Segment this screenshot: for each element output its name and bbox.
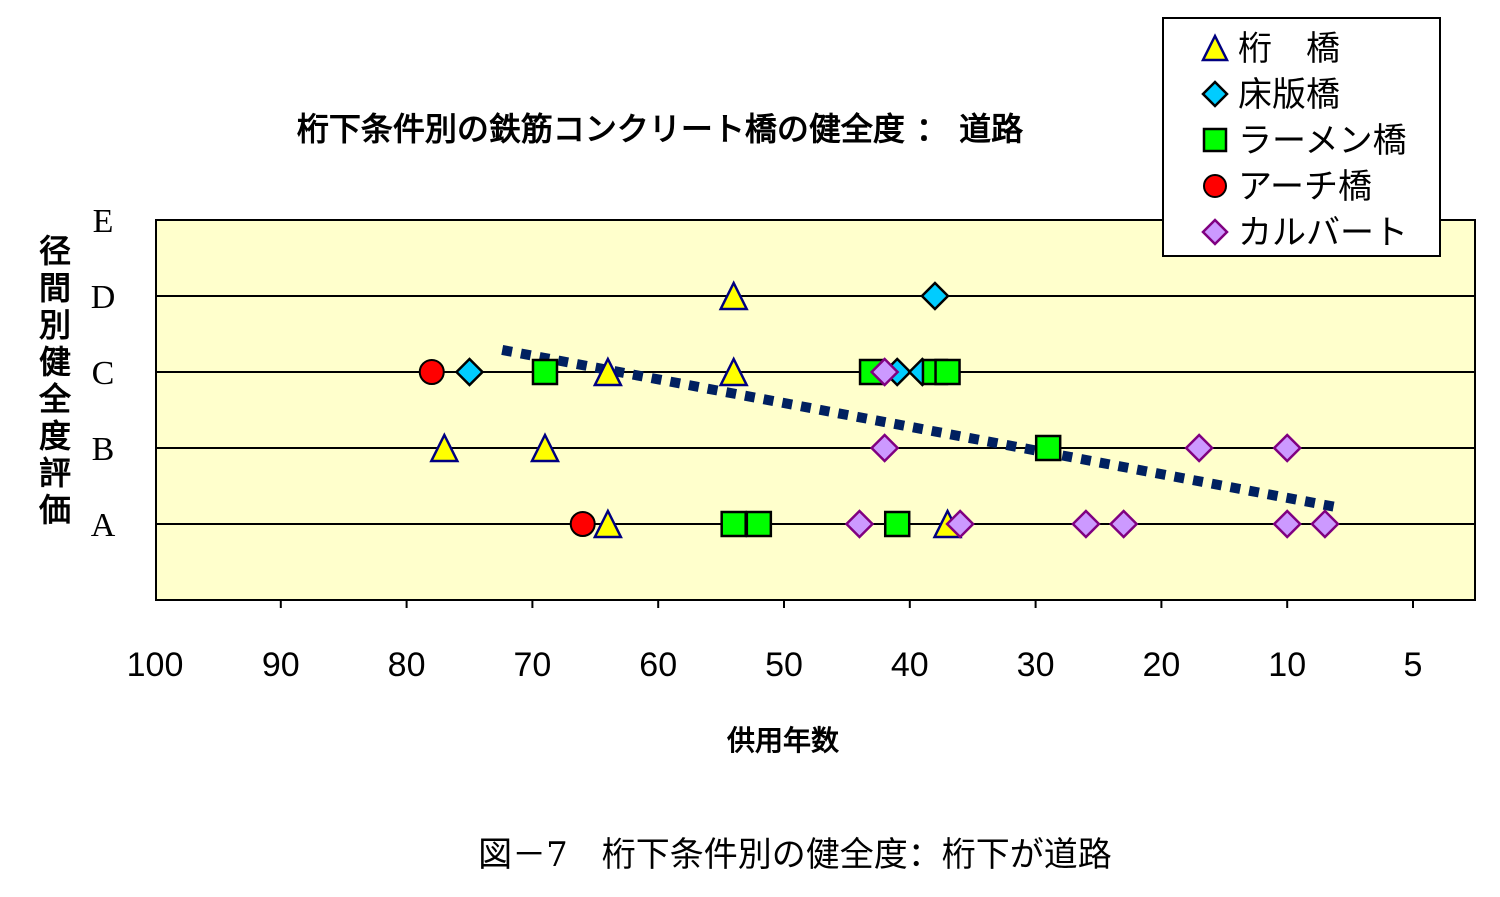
y-tick-label: E xyxy=(93,203,114,240)
x-tick-label: 10 xyxy=(1268,646,1306,684)
data-point-triangle xyxy=(529,432,561,463)
data-point-diamond xyxy=(844,509,875,539)
legend-marker-diamond-icon xyxy=(1201,80,1229,108)
legend-marker-triangle-icon xyxy=(1200,33,1230,62)
y-axis-label-char: 評 xyxy=(39,454,71,492)
data-point-diamond xyxy=(1071,509,1101,539)
chart-title: 桁下条件別の鉄筋コンクリート橋の健全度 ： 道路 xyxy=(297,110,1024,148)
data-point-triangle xyxy=(592,508,623,539)
data-point-diamond xyxy=(1108,509,1139,539)
y-axis-label-char: 全 xyxy=(38,380,72,418)
data-point-diamond xyxy=(869,357,900,387)
data-point-triangle xyxy=(592,356,623,387)
x-tick-label: 90 xyxy=(262,646,300,684)
figure-caption: 図－7 桁下条件別の健全度：桁下が道路 xyxy=(478,835,1112,875)
y-axis-label-char: 価 xyxy=(38,491,71,529)
plot-area xyxy=(155,219,1476,601)
x-tick-label: 70 xyxy=(513,646,551,684)
data-point-diamond xyxy=(1310,509,1340,539)
y-tick-label: D xyxy=(91,279,116,316)
data-point-circle xyxy=(418,359,445,385)
x-tick-label: 20 xyxy=(1142,646,1180,684)
data-point-square xyxy=(531,358,559,386)
x-tick-label: 5 xyxy=(1404,646,1423,684)
data-point-triangle xyxy=(718,356,749,387)
legend-label: 桁 橋 xyxy=(1238,29,1340,69)
data-point-diamond xyxy=(1184,433,1214,463)
legend-label: ラーメン橋 xyxy=(1238,121,1407,161)
data-point-triangle xyxy=(718,280,749,311)
y-axis-label-char: 間 xyxy=(39,269,71,307)
x-tick-label: 40 xyxy=(891,646,929,684)
data-point-square xyxy=(720,510,747,538)
data-point-square xyxy=(1034,434,1062,462)
y-axis-label-char: 度 xyxy=(39,417,71,455)
data-point-diamond xyxy=(869,433,900,463)
legend-marker-square-icon xyxy=(1202,127,1228,153)
x-tick-label: 80 xyxy=(388,646,426,684)
data-point-circle xyxy=(569,511,596,537)
data-point-square xyxy=(745,510,773,538)
x-tick-label: 30 xyxy=(1017,646,1055,684)
legend-marker-diamond-icon xyxy=(1201,218,1229,246)
x-tick-label: 60 xyxy=(639,646,677,684)
data-point-diamond xyxy=(1272,433,1302,463)
legend-marker-circle-icon xyxy=(1203,174,1227,198)
y-tick-label: A xyxy=(91,507,116,544)
legend-label: 床版橋 xyxy=(1238,75,1340,115)
data-point-diamond xyxy=(454,357,485,387)
x-axis-label: 供用年数 xyxy=(726,724,840,757)
legend-label: アーチ橋 xyxy=(1238,167,1372,207)
data-point-diamond xyxy=(920,281,950,311)
y-tick-label: C xyxy=(92,355,115,392)
data-point-diamond xyxy=(945,509,975,539)
x-tick-label: 50 xyxy=(765,646,803,684)
y-axis-label-char: 健 xyxy=(39,343,71,381)
y-tick-label: B xyxy=(92,431,115,468)
y-axis-label-char: 径 xyxy=(39,232,71,270)
data-point-square xyxy=(883,510,911,538)
trendline xyxy=(501,345,1343,513)
legend-label: カルバート xyxy=(1238,213,1408,253)
data-point-diamond xyxy=(1272,509,1302,539)
data-point-square xyxy=(934,358,961,386)
y-axis-label-char: 別 xyxy=(39,306,71,344)
x-tick-label: 100 xyxy=(127,646,184,684)
data-point-triangle xyxy=(429,432,460,463)
